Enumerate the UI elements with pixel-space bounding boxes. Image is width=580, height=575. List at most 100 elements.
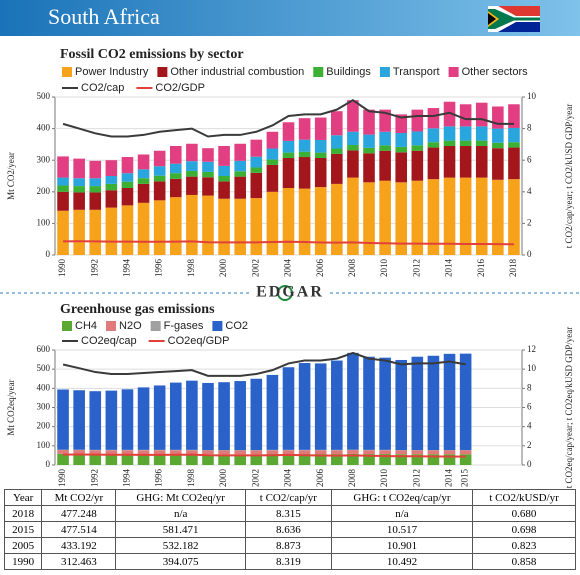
bar-segment xyxy=(250,454,263,465)
x-tick-label: 1998 xyxy=(186,259,196,278)
y2-axis-label: t CO2eq/cap/year; t CO2eq/kUSD GDP/year xyxy=(564,327,574,488)
bar-segment xyxy=(202,148,214,162)
x-tick-label: 2008 xyxy=(347,469,357,488)
line-series xyxy=(62,98,514,138)
y-tick-label: 600 xyxy=(37,344,51,354)
x-tick-label: 1990 xyxy=(57,469,67,488)
bar-segment xyxy=(459,145,472,178)
bar-segment xyxy=(282,152,295,158)
bar-segment xyxy=(202,195,214,255)
table-cell: 2005 xyxy=(3,537,43,554)
bar-segment xyxy=(137,450,150,455)
table-header-row: Year Mt CO2/yr GHG: Mt CO2eq/yr t CO2/cap/y… xyxy=(3,489,576,506)
charts: South Africa EDGAR Fossil CO2 emissions … xyxy=(0,0,580,488)
x-tick-label: 2010 xyxy=(379,469,389,488)
legend-label: Buildings xyxy=(326,66,371,78)
bar-segment xyxy=(266,159,279,165)
bar-segment xyxy=(314,139,327,153)
table-cell: 10.901 xyxy=(330,537,474,554)
bar-segment xyxy=(186,176,198,195)
y2-tick-label: 8 xyxy=(527,382,532,392)
bar-segment xyxy=(218,181,230,199)
legend-label: CO2/GDP xyxy=(155,82,205,94)
bar-segment xyxy=(57,177,69,186)
legend-swatch xyxy=(212,321,223,331)
bar-segment xyxy=(234,450,246,455)
bar-segment xyxy=(153,166,166,176)
y-tick-label: 400 xyxy=(37,382,51,392)
bar-segment xyxy=(443,140,456,146)
bar-segment xyxy=(395,359,408,451)
bar-segment xyxy=(379,450,391,455)
x-tick-label: 1994 xyxy=(122,259,132,278)
x-tick-label: 2006 xyxy=(315,259,325,278)
y-tick-label: 500 xyxy=(37,91,51,101)
x-tick-label: 2014 xyxy=(444,259,454,278)
legend-swatch xyxy=(150,321,161,331)
table-cell: 477.514 xyxy=(41,521,117,538)
bar-segment xyxy=(508,142,520,148)
bar-segment xyxy=(234,198,246,255)
bar-segment xyxy=(186,143,198,162)
bar-segment xyxy=(250,167,263,173)
y-axis-label: Mt CO2eq/year xyxy=(6,379,16,435)
bar-segment xyxy=(298,118,311,140)
y2-tick-label: 2 xyxy=(527,440,532,450)
bar-segment xyxy=(395,182,408,255)
x-tick-label: 2012 xyxy=(411,259,421,277)
bar-segment xyxy=(395,454,408,465)
y2-tick-label: 12 xyxy=(527,344,536,354)
bar-segment xyxy=(202,382,214,451)
bar-segment xyxy=(411,356,424,451)
bar-segment xyxy=(282,450,295,455)
bar-segment xyxy=(443,145,456,178)
flag xyxy=(488,6,540,32)
x-tick-label: 2000 xyxy=(218,469,228,488)
bar-segment xyxy=(411,131,424,146)
bar-segment xyxy=(202,171,214,178)
bar-segment xyxy=(298,139,311,152)
bar-segment xyxy=(427,355,440,451)
x-tick-label: 2000 xyxy=(218,259,228,278)
bar-segment xyxy=(202,450,214,455)
bar-segment xyxy=(89,209,102,255)
table-header-cell: t CO2/cap/yr xyxy=(244,489,332,506)
bar-segment xyxy=(427,108,440,129)
bar-segment xyxy=(202,161,214,172)
bar-segment xyxy=(218,176,230,182)
bar-segment xyxy=(57,210,69,255)
bar-segment xyxy=(73,390,85,450)
x-tick-label: 2016 xyxy=(476,259,486,278)
bar-segment xyxy=(379,180,391,255)
y-tick-label: 100 xyxy=(37,217,51,227)
bar-segment xyxy=(282,122,295,141)
y-axis-label: Mt CO2/year xyxy=(6,152,16,200)
table-row: 2015 477.514 581.471 8.636 10.517 0.698 xyxy=(3,521,576,538)
x-tick-label: 1992 xyxy=(89,259,99,277)
bar-segment xyxy=(443,353,456,451)
bar-segment xyxy=(395,146,408,153)
bar-segment xyxy=(137,169,150,179)
bar-segment xyxy=(89,454,102,465)
table-cell: n/a xyxy=(330,505,474,522)
bar-segment xyxy=(57,453,69,465)
bar-segment xyxy=(459,177,472,255)
bar-segment xyxy=(57,450,69,454)
line-series xyxy=(63,240,514,246)
y2-tick-label: 0 xyxy=(527,459,532,469)
bar-segment xyxy=(411,450,424,455)
bar-segment xyxy=(105,207,118,255)
bar-segment xyxy=(169,382,182,450)
table-cell: 0.823 xyxy=(472,537,576,554)
bar-segment xyxy=(234,160,246,172)
bar-segment xyxy=(347,450,359,454)
x-tick-label: 1998 xyxy=(186,469,196,488)
bar-segment xyxy=(443,101,456,127)
bar-segment xyxy=(57,389,69,450)
table-row: 1990 312.463 394.075 8.319 10.492 0.858 xyxy=(3,553,576,570)
bar-segment xyxy=(105,190,118,208)
bar-segment xyxy=(331,454,343,465)
table-header-cell: t CO2/kUSD/yr xyxy=(472,489,576,506)
legend-label: Other sectors xyxy=(462,66,529,78)
bar-segment xyxy=(395,152,408,183)
